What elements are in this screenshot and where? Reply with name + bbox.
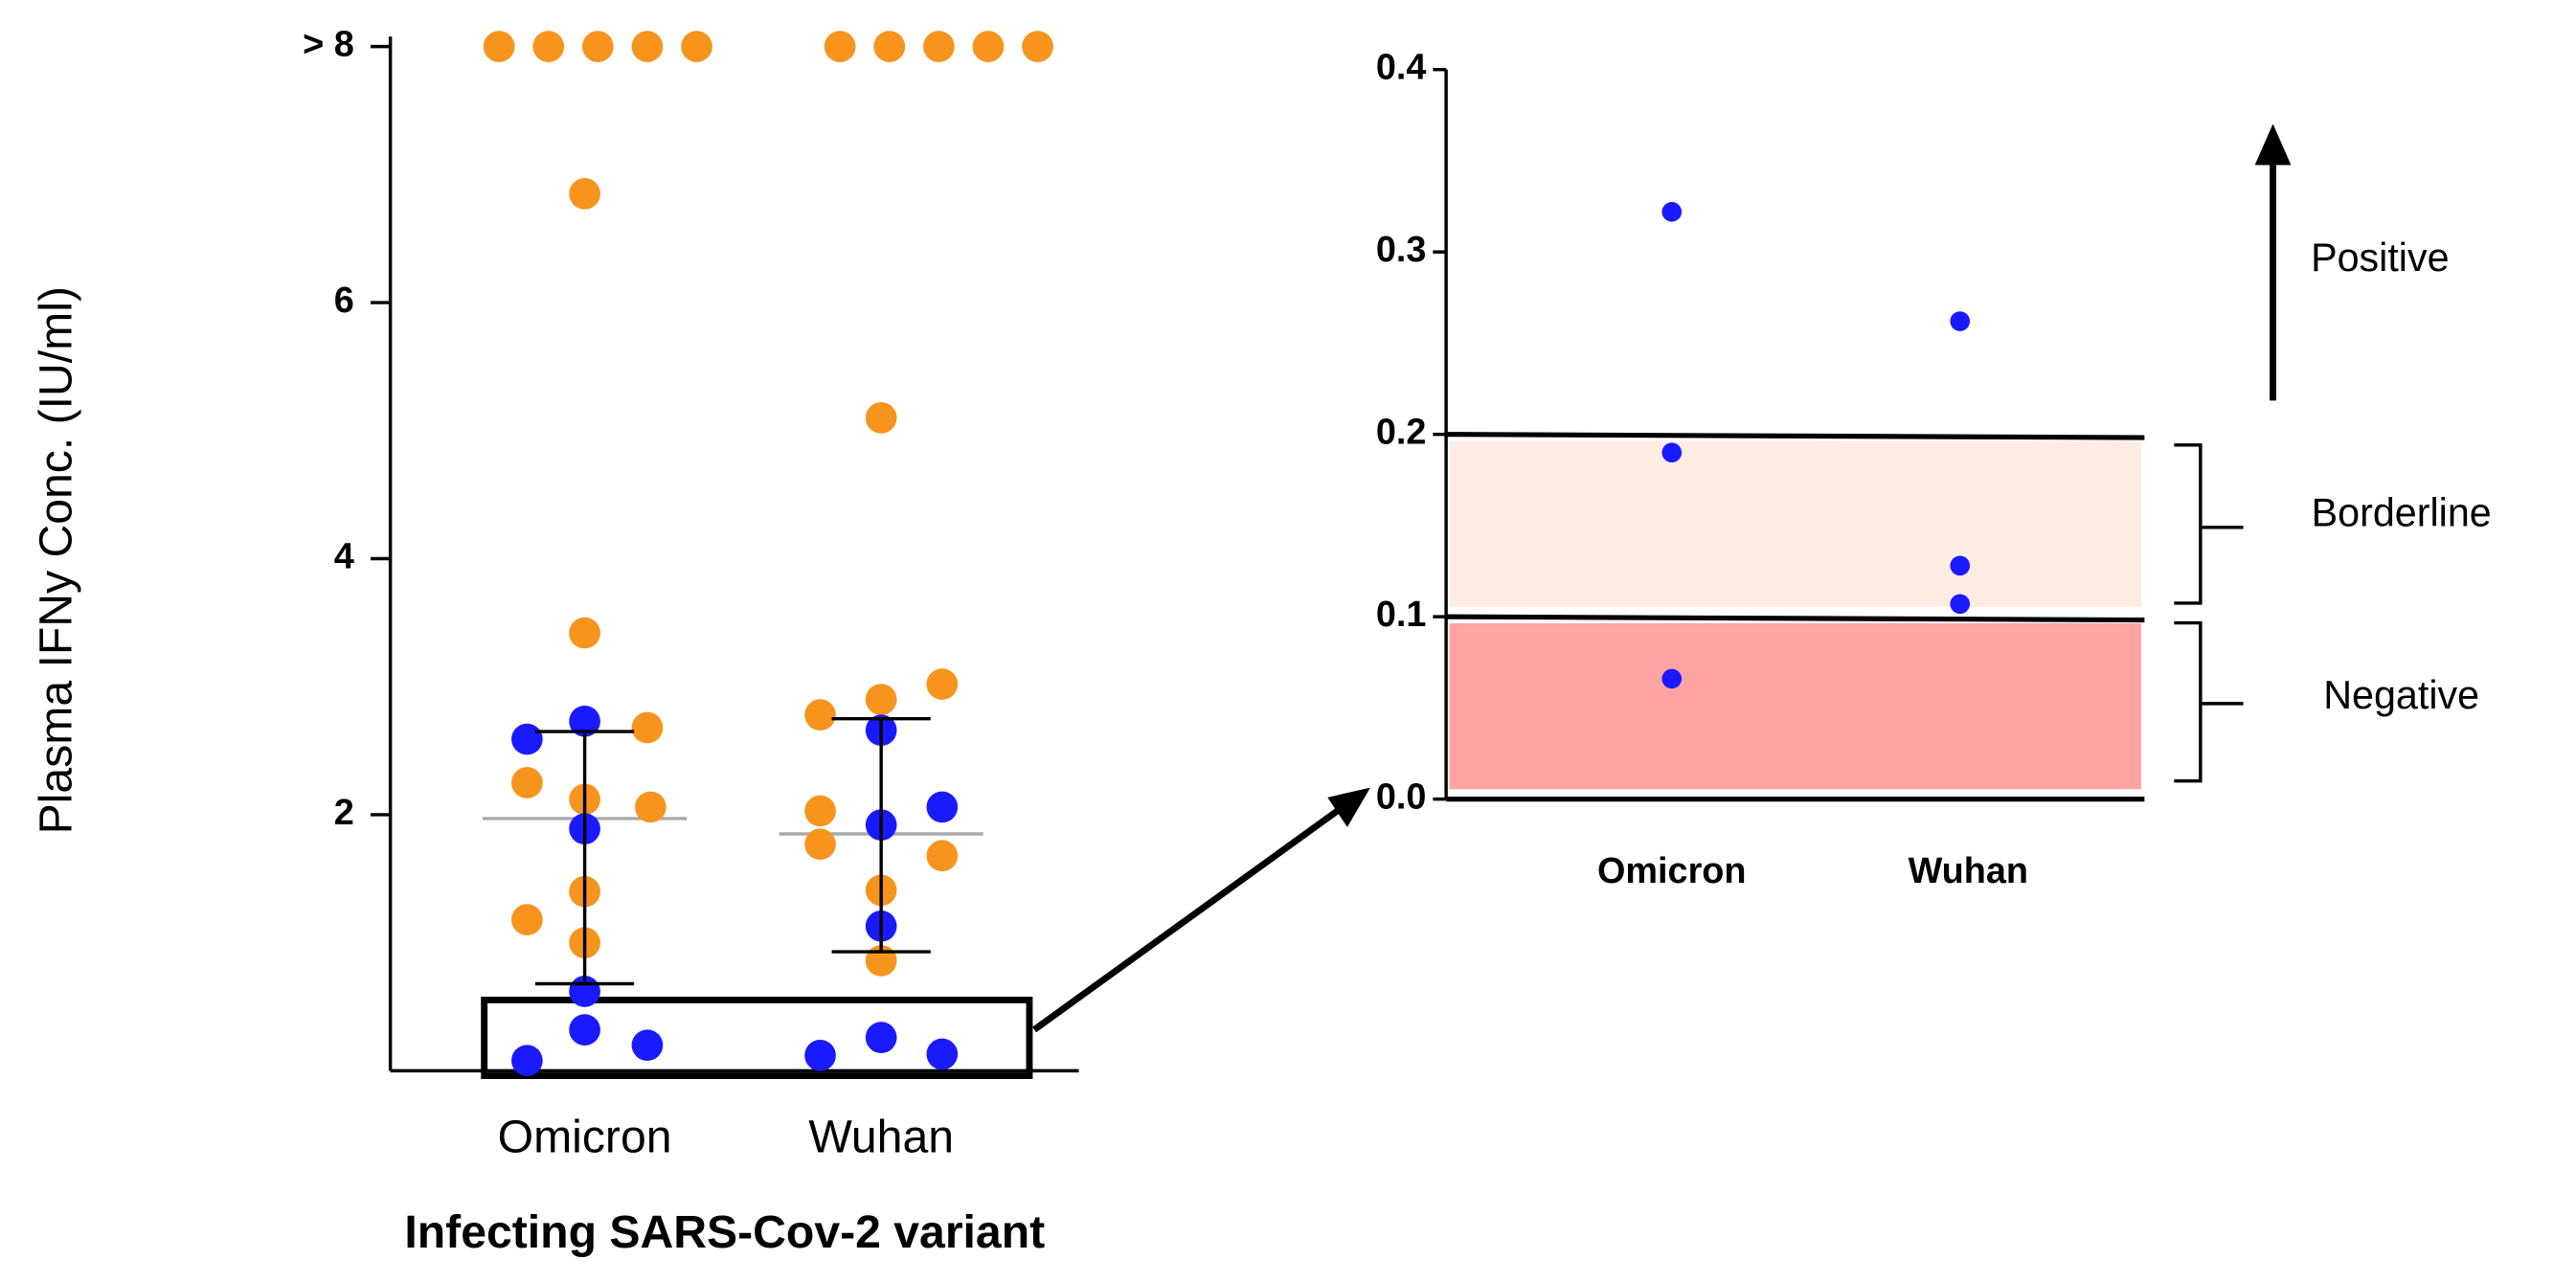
point [569,1014,600,1046]
point [865,684,897,715]
x-tick-label: Omicron [1597,851,1747,891]
threshold-line [1446,432,2145,440]
borderline-brace [2174,443,2244,605]
point [582,31,614,62]
point [635,791,667,823]
zoom-box [481,997,1033,1080]
threshold-line [1446,614,2145,623]
point [1661,442,1683,463]
point [804,795,836,827]
point [511,904,543,935]
point [1661,201,1683,222]
point [569,178,600,210]
point [804,1040,836,1071]
point [511,723,543,755]
point [532,31,565,62]
point [804,699,836,731]
point [631,711,664,744]
y-tick-label: 0.3 [1376,230,1427,270]
positive-arrow-head [2254,124,2292,166]
point [1950,594,1971,615]
point [631,1029,664,1062]
point [873,31,906,62]
point [569,617,600,649]
y-tick-label: 4 [334,537,354,577]
y-tick-label: > 8 [303,25,354,65]
zoom-arrow [1032,804,1344,1033]
point [865,402,897,434]
point [865,1022,897,1053]
y-tick-label: 2 [334,793,354,833]
point [1022,31,1053,62]
band [1449,440,2141,607]
negative-brace [2174,620,2244,783]
point [972,31,1005,62]
positive-label: Positive [2311,236,2450,280]
y-tick-label: 0.0 [1376,777,1427,818]
x-tick-label: Wuhan [808,1111,954,1162]
point [569,705,600,737]
y-tick-label: 6 [334,281,354,321]
x-axis-label: Infecting SARS-Cov-2 variant [404,1206,1045,1258]
x-tick-label: Wuhan [1909,851,2028,891]
zoom-arrow-head [1327,787,1370,827]
point [511,767,543,798]
point [926,840,959,872]
point [681,31,712,62]
point [1950,555,1971,576]
point [631,31,664,62]
point [511,1045,543,1077]
y-tick-label: 0.2 [1376,413,1427,453]
point [926,791,959,823]
point [804,828,836,861]
point [824,31,856,62]
point [926,668,959,700]
x-tick-label: Omicron [498,1111,672,1162]
y-tick-label: 0.4 [1376,48,1427,88]
point [1950,311,1971,331]
y-tick-label: 0.1 [1376,595,1427,635]
point [926,1038,959,1070]
y-axis-label: Plasma IFNy Conc. (IU/ml) [31,286,82,834]
point [1661,668,1683,689]
band-label: Borderline [2312,490,2492,534]
band-label: Negative [2323,673,2479,717]
band [1449,623,2141,790]
point [483,31,515,62]
point [923,31,955,62]
plots: 2 4 6 > 8 Omicron Wuhan Borderline Negative 0.0 0… [303,25,2492,1163]
